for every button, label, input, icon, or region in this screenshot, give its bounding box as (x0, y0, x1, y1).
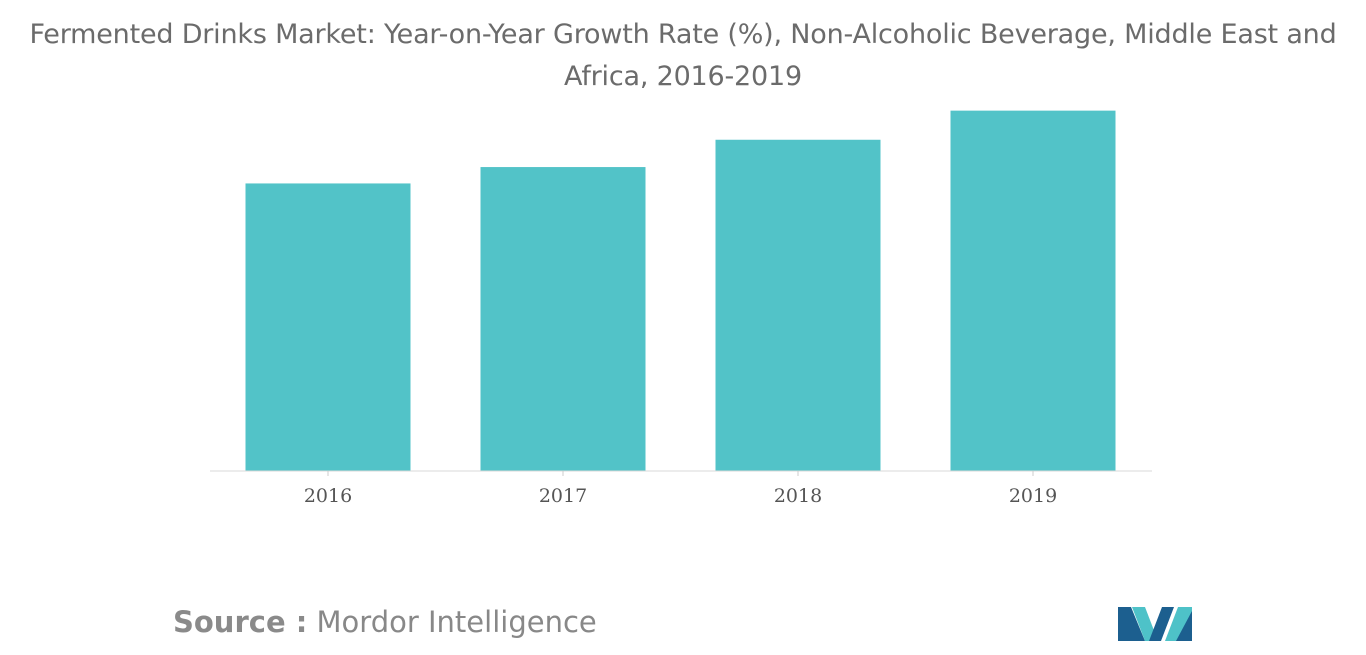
source-prefix: Source : (173, 605, 308, 639)
x-axis-ticks (327, 471, 1034, 476)
x-tick-label-2017: 2017 (539, 485, 587, 507)
bar-2017 (480, 167, 646, 471)
bar-2016 (245, 183, 411, 471)
x-axis-labels: 2016 2017 2018 2019 (304, 485, 1057, 507)
source-note: Source : Mordor Intelligence (173, 605, 597, 639)
bars-layer (245, 110, 1116, 471)
source-name: Mordor Intelligence (316, 605, 597, 639)
mordor-intelligence-logo-icon (1118, 607, 1192, 641)
bar-2019 (950, 110, 1116, 471)
x-tick-label-2016: 2016 (304, 485, 352, 507)
chart-title: Fermented Drinks Market: Year-on-Year Gr… (29, 19, 1337, 92)
bar-2018 (715, 139, 881, 471)
x-tick-label-2018: 2018 (774, 485, 822, 507)
x-tick-label-2019: 2019 (1009, 485, 1057, 507)
